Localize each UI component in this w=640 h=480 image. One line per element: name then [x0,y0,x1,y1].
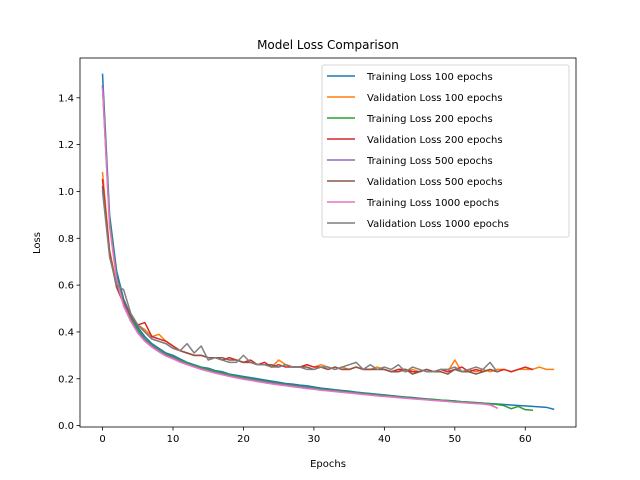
plot-area [79,57,577,428]
legend-label-3: Training Loss 200 epochs [366,114,493,125]
y-tick-label: 1.0 [58,187,74,198]
x-tick-label: 20 [237,434,250,445]
x-tick-label: 60 [519,434,532,445]
legend-label-7: Training Loss 1000 epochs [366,198,499,209]
y-tick-label: 0.2 [58,374,74,385]
x-tick-label: 40 [378,434,391,445]
y-tick-label: 1.2 [58,140,74,151]
x-axis-label: Epochs [310,459,346,470]
x-axis-ticks: 0 10 20 30 40 50 60 [99,427,532,445]
legend-box [321,64,570,238]
x-tick-label: 30 [308,434,321,445]
series-line-8 [101,190,499,373]
legend-label-6: Validation Loss 500 epochs [367,177,503,188]
y-tick-label: 1.4 [58,93,74,104]
series-group [101,73,555,411]
x-tick-label: 0 [99,434,105,445]
plot-frame [79,57,577,428]
y-axis-ticks: 0.0 0.2 0.4 0.6 0.8 1.0 1.2 1.4 [58,93,80,432]
y-tick-label: 0.8 [58,234,74,245]
legend-label-2: Validation Loss 100 epochs [367,93,503,104]
series-line-7 [101,87,499,410]
legend-label-5: Training Loss 500 epochs [366,156,493,167]
x-tick-label: 10 [167,434,180,445]
y-tick-label: 0.0 [58,421,74,432]
legend-label-4: Validation Loss 200 epochs [367,135,503,146]
legend: Training Loss 100 epochs Validation Loss … [321,64,570,238]
legend-label-1: Training Loss 100 epochs [366,72,493,83]
x-tick-label: 50 [448,434,461,445]
y-axis-label: Loss [32,232,43,254]
legend-label-8: Validation Loss 1000 epochs [367,219,509,230]
y-tick-label: 0.4 [58,327,74,338]
chart-title: Model Loss Comparison [257,38,399,52]
y-tick-label: 0.6 [58,281,74,292]
series-line-4 [101,178,534,373]
